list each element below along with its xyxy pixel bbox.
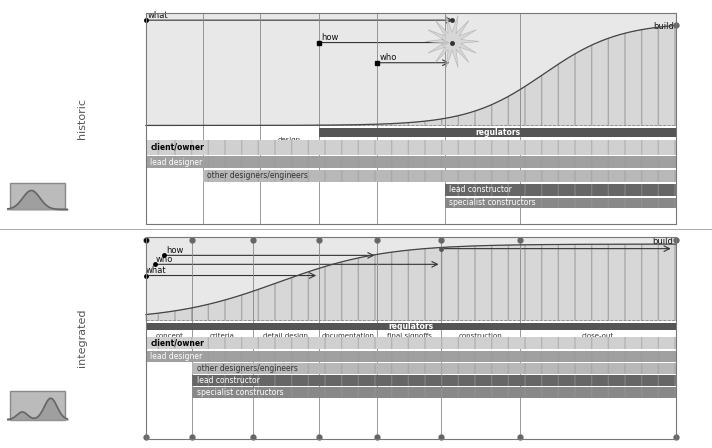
FancyBboxPatch shape — [192, 375, 676, 386]
Text: regulators: regulators — [475, 128, 520, 137]
FancyBboxPatch shape — [146, 351, 676, 362]
Text: construction: construction — [459, 333, 503, 339]
Text: pre-design: pre-design — [156, 140, 193, 146]
Text: lead designer: lead designer — [150, 158, 202, 167]
Text: construction: construction — [461, 140, 504, 146]
Text: procurement: procurement — [389, 140, 434, 146]
FancyBboxPatch shape — [146, 337, 676, 349]
FancyBboxPatch shape — [319, 128, 676, 137]
FancyBboxPatch shape — [192, 363, 676, 374]
Text: close-out: close-out — [582, 333, 614, 339]
Text: build: build — [652, 237, 673, 246]
Text: documentation: documentation — [322, 333, 375, 339]
Polygon shape — [146, 26, 676, 125]
Text: client/owner: client/owner — [150, 142, 204, 152]
Text: other designers/engineers: other designers/engineers — [197, 364, 298, 373]
Text: specialist constructors: specialist constructors — [449, 198, 536, 207]
FancyBboxPatch shape — [203, 170, 676, 182]
Text: scheme design: scheme design — [205, 140, 258, 146]
Text: what: what — [148, 11, 169, 20]
Text: historic: historic — [77, 98, 87, 139]
Text: regulators: regulators — [389, 322, 434, 331]
Text: final signoffs: final signoffs — [387, 333, 432, 339]
Text: integrated: integrated — [77, 309, 87, 367]
Text: who: who — [155, 255, 172, 264]
Text: lead constructor: lead constructor — [449, 185, 512, 194]
Text: detail design: detail design — [263, 333, 308, 339]
Text: client/owner: client/owner — [150, 339, 204, 348]
FancyBboxPatch shape — [10, 391, 65, 419]
Text: how: how — [321, 33, 338, 42]
Text: other designers/engineers: other designers/engineers — [207, 171, 308, 181]
Text: build: build — [654, 22, 674, 31]
FancyBboxPatch shape — [146, 323, 676, 330]
Text: concept: concept — [155, 333, 183, 339]
Text: who: who — [379, 53, 397, 62]
Text: close-out: close-out — [582, 140, 614, 146]
FancyBboxPatch shape — [146, 237, 676, 320]
Text: design
development: design development — [266, 137, 313, 150]
Polygon shape — [146, 244, 676, 320]
FancyBboxPatch shape — [10, 183, 65, 209]
Text: criteria: criteria — [210, 333, 235, 339]
FancyBboxPatch shape — [192, 387, 676, 398]
Text: working drwgs: working drwgs — [323, 140, 374, 146]
FancyBboxPatch shape — [146, 140, 676, 155]
Text: what: what — [146, 266, 167, 275]
FancyBboxPatch shape — [445, 198, 676, 208]
Text: lead constructor: lead constructor — [197, 376, 259, 385]
FancyBboxPatch shape — [445, 184, 676, 196]
Text: specialist constructors: specialist constructors — [197, 388, 283, 397]
Polygon shape — [425, 15, 479, 68]
Text: how: how — [166, 246, 183, 255]
FancyBboxPatch shape — [146, 156, 676, 168]
Text: lead designer: lead designer — [150, 352, 202, 361]
FancyBboxPatch shape — [146, 13, 676, 125]
